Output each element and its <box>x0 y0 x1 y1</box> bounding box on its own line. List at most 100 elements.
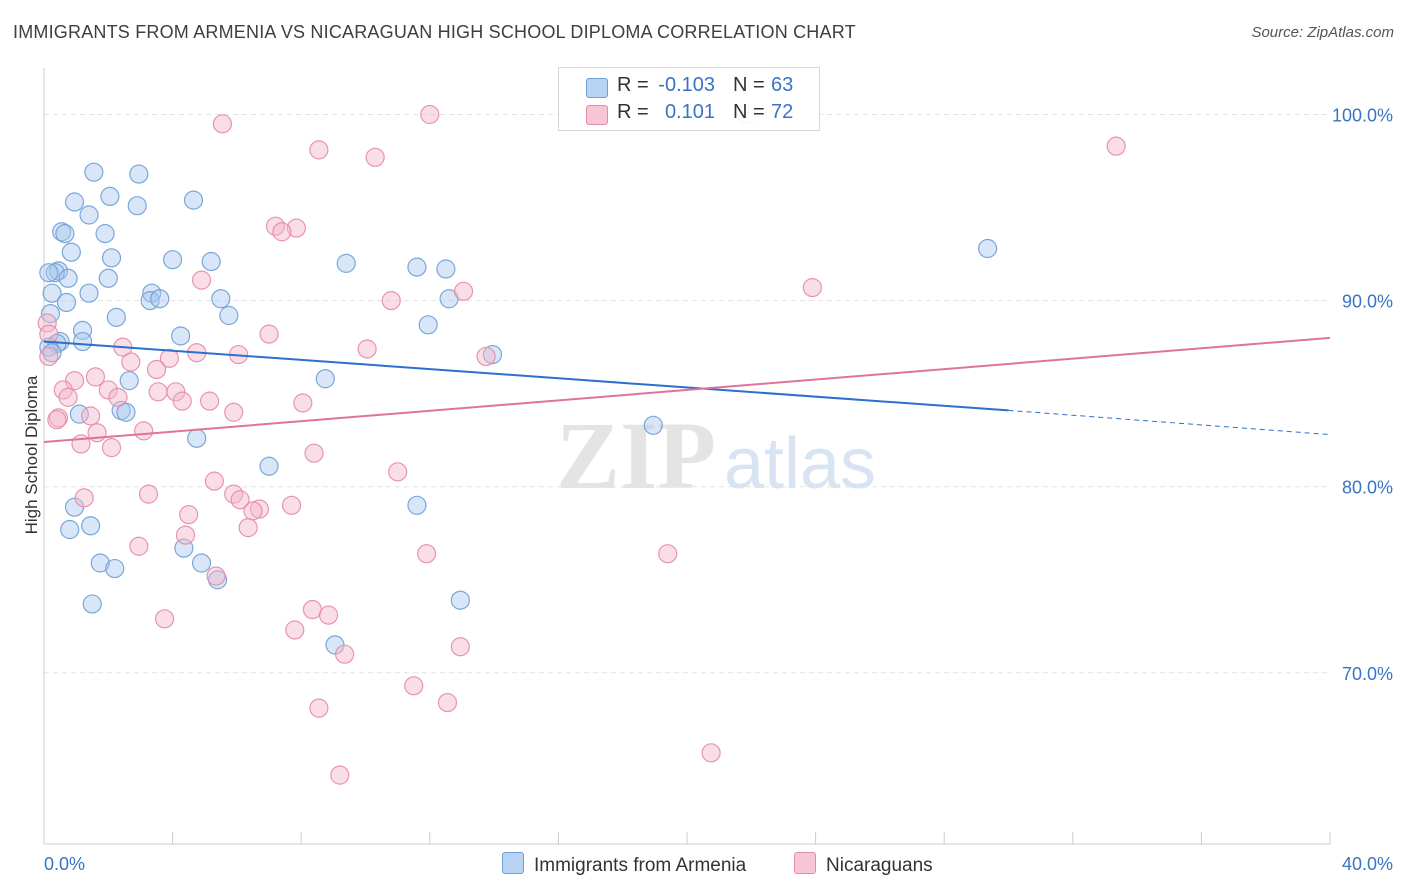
nicaraguans-point <box>330 765 350 785</box>
armenia-point <box>407 495 427 515</box>
armenia-point <box>336 253 356 273</box>
nicaraguans-point <box>138 484 159 504</box>
armenia-point <box>98 268 118 288</box>
nicaraguans-point <box>249 499 270 519</box>
nicaraguans-point <box>98 380 118 400</box>
armenia-point <box>450 590 470 610</box>
nicaraguans-point <box>802 277 822 298</box>
nicaraguans-point <box>286 218 306 238</box>
legend-item-armenia: Immigrants from Armenia <box>502 852 746 877</box>
nicaraguans-point <box>175 525 196 545</box>
armenia-point <box>100 186 120 207</box>
legend-armenia-label: Immigrants from Armenia <box>534 855 747 876</box>
nicaraguans-point <box>437 692 458 713</box>
armenia-point <box>95 224 115 244</box>
nicaraguans-r-value: 0.101 <box>664 101 715 123</box>
source-note: Source: ZipAtlas.com <box>1251 24 1394 41</box>
nicaraguans-point <box>230 490 250 510</box>
nicaraguans-point <box>85 367 106 387</box>
nicaraguans-n-value: 72 <box>771 101 794 123</box>
watermark-atlas: atlas <box>724 424 876 504</box>
armenia-point <box>259 456 279 476</box>
armenia-point <box>60 519 80 540</box>
x-tick-label: 40.0% <box>1342 854 1393 874</box>
nicaraguans-point <box>101 438 122 458</box>
y-tick-label: 80.0% <box>1342 478 1393 498</box>
armenia-point <box>183 190 204 210</box>
armenia-point <box>119 371 139 391</box>
nicaraguans-point <box>281 495 302 515</box>
armenia-point <box>84 162 104 182</box>
nicaraguans-point <box>81 406 101 426</box>
nicaraguans-point <box>259 324 279 344</box>
armenia-point <box>72 331 93 352</box>
stats-legend: R = -0.103 N = 63 R = 0.101 N = 72 <box>558 67 820 131</box>
armenia-point <box>101 248 122 268</box>
armenia-point <box>72 320 93 340</box>
legend-nicaraguans-swatch <box>794 852 816 874</box>
nicaraguans-point <box>108 387 128 407</box>
armenia-point <box>90 553 110 573</box>
armenia-point <box>127 196 147 216</box>
nicaraguans-point <box>159 348 179 368</box>
x-tick-labels: 0.0% 40.0% <box>44 854 1393 874</box>
armenia-swatch <box>586 78 608 98</box>
nicaraguans-point <box>293 393 313 413</box>
armenia-point <box>58 268 78 288</box>
trend-lines <box>43 336 1331 444</box>
stats-row-armenia: R = -0.103 N = 63 <box>559 74 819 102</box>
armenia-point <box>978 238 998 259</box>
nicaraguans-point <box>450 637 470 657</box>
nicaraguans-point <box>335 644 355 664</box>
nicaraguans-point <box>39 324 59 344</box>
armenia-point <box>79 283 99 303</box>
nicaraguans-point <box>272 222 292 242</box>
armenia-point <box>61 242 81 262</box>
nicaraguans-point <box>381 291 401 311</box>
nicaraguans-point <box>148 382 168 402</box>
armenia-point <box>191 553 212 573</box>
nicaraguans-point <box>129 536 149 556</box>
armenia-point <box>52 222 72 242</box>
nicaraguans-point <box>1106 136 1126 156</box>
armenia-point <box>106 307 126 327</box>
watermark-zip: ZIP <box>556 402 716 509</box>
nicaraguans-point <box>206 566 226 586</box>
nicaraguans-r-label: R = <box>617 101 649 123</box>
legend-armenia-swatch <box>502 852 524 874</box>
nicaraguans-n-label: N = <box>733 101 765 123</box>
nicaraguans-point <box>154 609 175 629</box>
y-tick-labels: 70.0% 80.0% 90.0% 100.0% <box>1332 106 1393 684</box>
nicaraguans-point <box>204 471 224 491</box>
nicaraguans-point <box>146 359 167 380</box>
armenia-point <box>105 558 125 579</box>
nicaraguans-point <box>416 544 437 564</box>
armenia-point <box>82 594 102 614</box>
armenia-point <box>39 263 59 283</box>
nicaraguans-point <box>302 599 323 620</box>
stats-row-nicaraguans: R = 0.101 N = 72 <box>559 101 819 129</box>
y-tick-label: 70.0% <box>1342 664 1393 684</box>
nicaraguans-point <box>238 518 258 538</box>
armenia-point <box>643 415 663 435</box>
nicaraguans-point <box>309 698 329 718</box>
nicaraguans-point <box>199 391 220 411</box>
armenia-point <box>482 344 503 365</box>
armenia-point <box>129 164 149 184</box>
armenia-trend-line <box>43 340 1009 412</box>
nicaraguans-point <box>191 270 212 290</box>
nicaraguans-point <box>365 147 385 167</box>
nicaraguans-point <box>285 620 305 640</box>
armenia-point <box>407 257 427 277</box>
nicaraguans-point <box>304 443 324 463</box>
nicaraguans-trend-line <box>43 336 1331 444</box>
nicaraguans-point <box>453 281 474 301</box>
nicaraguans-point <box>74 488 94 508</box>
nicaraguans-point <box>476 346 496 367</box>
y-tick-label: 90.0% <box>1342 292 1393 312</box>
nicaraguans-point <box>58 387 78 407</box>
nicaraguans-point <box>134 421 154 441</box>
armenia-point <box>56 292 77 313</box>
armenia-point <box>211 289 231 309</box>
